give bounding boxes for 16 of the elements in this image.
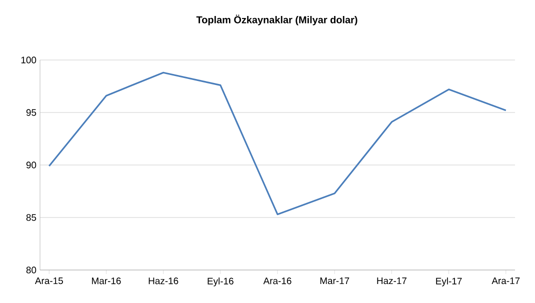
x-tick-label: Haz-17 — [377, 278, 406, 284]
x-tick-label: Ara-16 — [263, 278, 292, 284]
x-tick-label: Mar-16 — [92, 278, 121, 284]
x-tick-label: Haz-16 — [148, 278, 178, 284]
y-tick-label: 85 — [26, 214, 36, 221]
x-tick-label: Ara-17 — [492, 278, 520, 284]
line-series — [48, 72, 507, 216]
x-tick-label: Eyl-17 — [436, 278, 462, 286]
y-tick-label: 95 — [26, 109, 36, 116]
y-tick-label: 100 — [21, 56, 36, 64]
y-tick-label: 80 — [26, 266, 36, 274]
x-tick-label: Ara-15 — [34, 278, 63, 284]
y-tick-label: 90 — [26, 162, 36, 168]
x-tick-label: Eyl-16 — [208, 278, 234, 286]
chart-title: Toplam Özkaynaklar (Milyar dolar) — [196, 14, 358, 26]
x-tick-label: Mar-17 — [320, 278, 350, 284]
